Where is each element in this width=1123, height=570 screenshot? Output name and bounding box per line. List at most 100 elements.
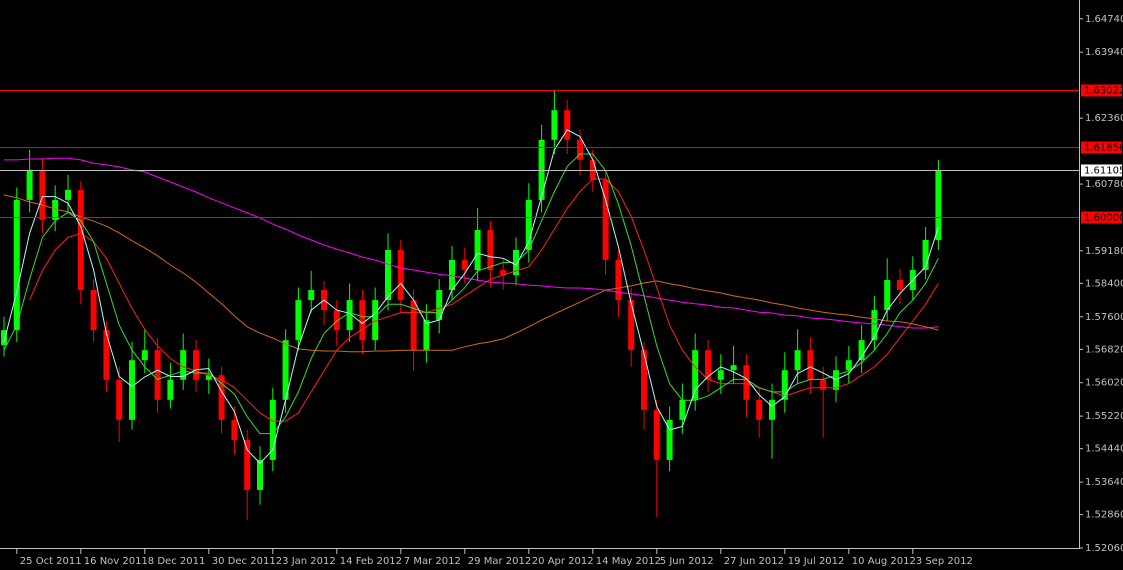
- y-tick-label: 1.62360: [1085, 113, 1123, 124]
- moving-average: [3, 153, 939, 435]
- candle-body: [666, 419, 673, 460]
- candle-body: [871, 310, 878, 341]
- candle-body: [717, 370, 724, 380]
- y-tick-label: 1.58400: [1085, 278, 1123, 289]
- y-tick-label: 1.56820: [1085, 344, 1123, 355]
- candle-body: [359, 300, 366, 341]
- candle-body: [922, 239, 929, 271]
- x-tick-label: 29 Mar 2012: [468, 556, 531, 567]
- candle-body: [705, 350, 711, 380]
- candle-body: [794, 350, 801, 371]
- candle-body: [653, 409, 660, 460]
- candle-body: [628, 300, 635, 351]
- x-tick-label: 30 Dec 2011: [212, 556, 276, 567]
- moving-average: [3, 129, 939, 465]
- candle-body: [602, 179, 609, 261]
- candle-body: [282, 340, 289, 400]
- candle-body: [193, 350, 199, 380]
- candle-body: [436, 290, 443, 321]
- candle-body: [641, 350, 647, 410]
- y-tick-label: 1.53640: [1085, 477, 1123, 488]
- x-tick-label: 20 Apr 2012: [532, 556, 594, 567]
- candle-body: [564, 110, 571, 140]
- candle-body: [935, 170, 942, 240]
- candle-body: [551, 110, 558, 140]
- candle-body: [487, 229, 494, 271]
- x-tick-label: 14 May 2012: [596, 556, 661, 567]
- candle-body: [807, 350, 814, 380]
- candle-body: [129, 360, 135, 420]
- candle-body: [730, 365, 737, 371]
- x-tick-label: 7 Mar 2012: [404, 556, 461, 567]
- candle-body: [769, 399, 775, 420]
- level-label: 1.60000: [1084, 213, 1123, 224]
- candle-body: [333, 310, 340, 331]
- level-label-box: [1081, 84, 1122, 97]
- level-label: 1.61656: [1084, 143, 1123, 154]
- x-tick-label: 25 Oct 2011: [20, 556, 82, 567]
- candle-body: [231, 419, 238, 440]
- candle-body: [39, 169, 46, 220]
- y-tick-label: 1.56020: [1085, 378, 1123, 389]
- candle-body: [461, 260, 468, 271]
- x-tick-label: 8 Dec 2011: [148, 556, 206, 567]
- y-tick-label: 1.55220: [1085, 411, 1123, 422]
- y-tick-label: 1.54440: [1085, 444, 1123, 455]
- candle-body: [577, 139, 583, 160]
- candle-body: [449, 260, 455, 291]
- candle-body: [167, 379, 174, 400]
- x-tick-label: 27 Jun 2012: [724, 556, 784, 567]
- candle-body: [346, 300, 353, 331]
- y-tick-label: 1.52860: [1085, 510, 1123, 521]
- x-tick-label: 5 Jun 2012: [660, 556, 714, 567]
- y-tick-label: 1.52060: [1085, 543, 1123, 554]
- candle-body: [743, 365, 750, 400]
- candle-body: [679, 399, 686, 420]
- x-tick-label: 16 Nov 2011: [84, 556, 148, 567]
- candle-body: [90, 290, 97, 331]
- moving-average: [3, 194, 939, 353]
- candle-body: [884, 280, 891, 311]
- level-label-box: [1081, 164, 1122, 177]
- y-tick-label: 1.60780: [1085, 179, 1123, 190]
- candle-body: [845, 360, 852, 371]
- level-label: 1.63022: [1084, 86, 1123, 97]
- candle-body: [692, 350, 699, 400]
- candle-body: [423, 320, 430, 351]
- candle-body: [525, 199, 532, 251]
- x-tick-label: 3 Sep 2012: [916, 556, 973, 567]
- x-tick-label: 14 Feb 2012: [340, 556, 402, 567]
- candle-body: [269, 399, 276, 460]
- candle-body: [397, 250, 404, 301]
- candle-body: [65, 189, 71, 200]
- candle-body: [615, 260, 622, 301]
- candle-body: [385, 250, 391, 301]
- candle-body: [13, 199, 20, 331]
- candle-body: [218, 375, 225, 420]
- candle-body: [372, 300, 379, 341]
- candle-body: [52, 199, 59, 220]
- candle-body: [897, 280, 903, 291]
- x-tick-label: 19 Jul 2012: [788, 556, 845, 567]
- y-tick-label: 1.64740: [1085, 14, 1123, 25]
- candle-body: [410, 300, 417, 351]
- candle-body: [858, 340, 865, 361]
- candle-body: [77, 189, 84, 291]
- candle-body: [1, 330, 7, 346]
- y-tick-label: 1.63940: [1085, 47, 1123, 58]
- candle-body: [500, 270, 507, 276]
- candle-body: [180, 350, 187, 380]
- candle-body: [589, 159, 596, 180]
- candle-body: [257, 459, 263, 490]
- moving-average: [29, 178, 939, 422]
- candle-body: [116, 379, 123, 420]
- candle-body: [103, 330, 110, 380]
- candle-body: [308, 290, 315, 301]
- x-tick-label: 10 Aug 2012: [852, 556, 916, 567]
- level-label-box: [1081, 141, 1122, 154]
- candle-body: [141, 350, 148, 361]
- candle-body: [756, 399, 763, 420]
- level-label: 1.61105: [1084, 166, 1123, 177]
